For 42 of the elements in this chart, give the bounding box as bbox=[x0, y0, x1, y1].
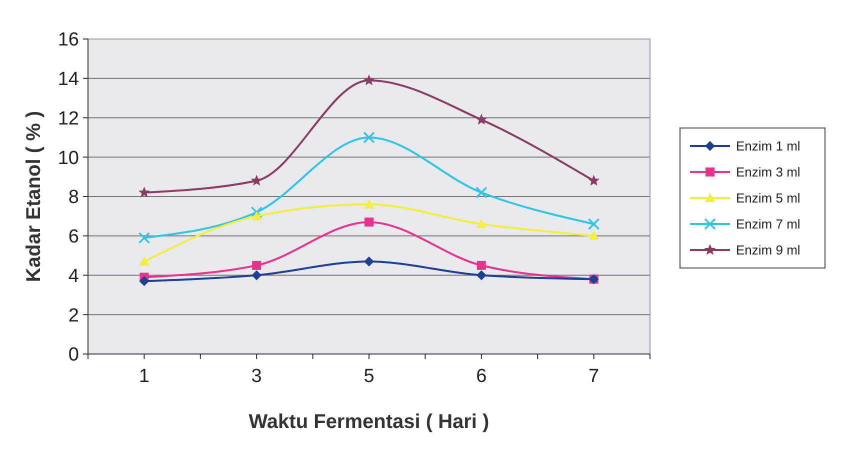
y-axis-title: Kadar Etanol ( % ) bbox=[23, 110, 45, 282]
point bbox=[139, 276, 150, 286]
x-tick-label: 6 bbox=[476, 366, 487, 387]
y-tick-label: 12 bbox=[58, 108, 79, 130]
point bbox=[476, 270, 486, 280]
point bbox=[476, 260, 486, 270]
legend-label: Enzim 3 ml bbox=[736, 164, 800, 180]
x-tick-label: 5 bbox=[364, 366, 374, 387]
y-tick-label: 4 bbox=[68, 266, 80, 287]
x-tick-label: 1 bbox=[138, 366, 150, 387]
legend-label: Enzim 5 ml bbox=[736, 190, 800, 206]
point bbox=[252, 270, 262, 280]
point bbox=[363, 74, 375, 86]
point bbox=[588, 230, 599, 240]
point bbox=[588, 174, 600, 186]
point bbox=[476, 219, 486, 228]
point bbox=[252, 260, 262, 270]
point bbox=[252, 211, 262, 220]
point bbox=[364, 199, 374, 208]
point bbox=[588, 218, 600, 230]
x-tick-label: 7 bbox=[588, 366, 600, 387]
legend-label: Enzim 1 ml bbox=[736, 138, 800, 154]
point bbox=[476, 186, 488, 198]
point bbox=[363, 132, 375, 144]
y-tick-label: 14 bbox=[58, 69, 80, 90]
y-tick-label: 2 bbox=[68, 305, 79, 326]
y-tick-label: 16 bbox=[58, 30, 79, 51]
point bbox=[138, 186, 150, 198]
point bbox=[138, 232, 150, 244]
x-tick-label: 3 bbox=[251, 366, 262, 387]
x-axis-title: Waktu Fermentasi ( Hari ) bbox=[248, 411, 490, 433]
legend-label: Enzim 9 ml bbox=[736, 242, 800, 258]
y-tick-label: 8 bbox=[68, 187, 79, 208]
legend-label: Enzim 7 ml bbox=[736, 216, 800, 232]
point bbox=[364, 218, 374, 227]
y-tick-label: 0 bbox=[68, 344, 79, 366]
y-tick-label: 10 bbox=[58, 148, 79, 169]
point bbox=[139, 256, 150, 266]
point bbox=[364, 256, 374, 266]
point bbox=[250, 206, 262, 218]
point bbox=[476, 114, 488, 125]
y-tick-label: 6 bbox=[68, 226, 79, 248]
